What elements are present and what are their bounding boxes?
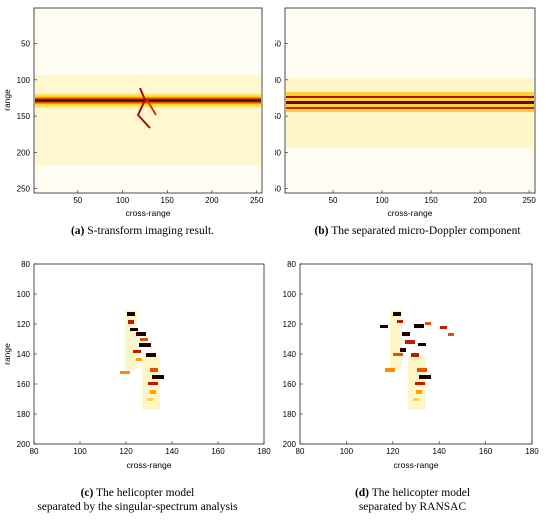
caption-tag: (a) [70, 225, 85, 237]
y-tick-label: 120 [17, 320, 31, 329]
y-tick-label: 200 [275, 148, 282, 157]
y-tick-label: 50 [21, 40, 30, 49]
x-tick-label: 140 [433, 447, 447, 456]
x-axis-label: cross-range [388, 208, 433, 218]
caption-d: (d) The helicopter model separated by RA… [275, 486, 550, 514]
x-tick-label: 180 [525, 447, 539, 456]
x-tick-label: 200 [205, 196, 219, 205]
y-tick-label: 200 [17, 440, 31, 449]
y-tick-label: 120 [283, 320, 297, 329]
x-tick-label: 250 [250, 196, 264, 205]
x-tick-label: 180 [257, 447, 271, 456]
x-tick-label: 250 [522, 196, 536, 205]
x-tick-label: 160 [479, 447, 493, 456]
chart-b: 50 100 150 200 250 50 100 150 200 250 cross-rang… [275, 7, 536, 218]
y-tick-label: 100 [17, 76, 31, 85]
x-tick-label: 120 [386, 447, 400, 456]
y-tick-label: 160 [283, 380, 297, 389]
caption-tag: (c) [80, 487, 94, 499]
y-tick-label: 150 [17, 112, 31, 121]
y-tick-label: 140 [17, 350, 31, 359]
y-tick-label: 180 [17, 410, 31, 419]
y-tick-label: 180 [283, 410, 297, 419]
x-ticks-d: 80 100 120 140 160 180 [296, 441, 539, 456]
strong-band-line [286, 96, 534, 98]
y-ticks-a: 50 100 150 200 250 [17, 40, 37, 194]
y-tick-label: 80 [21, 260, 30, 269]
y-ticks-b: 50 100 150 200 250 [275, 40, 288, 194]
x-axis-label: cross-range [126, 208, 171, 218]
x-ticks-c: 80 100 120 140 160 180 [30, 441, 271, 456]
x-axis-label: cross-range [127, 460, 172, 470]
x-tick-label: 100 [73, 447, 87, 456]
y-tick-label: 200 [17, 148, 31, 157]
chart-a: 50 100 150 200 250 50 100 150 200 250 cross-rang… [2, 7, 264, 218]
y-tick-label: 160 [17, 380, 31, 389]
y-tick-label: 100 [17, 290, 31, 299]
caption-tag: (b) [314, 225, 329, 237]
chart-c: 80 100 120 140 160 180 80 100 120 140 160 180 200 c… [2, 260, 271, 470]
caption-line-2: separated by the singular-spectrum analy… [37, 501, 238, 513]
caption-line-1: The helicopter model [96, 487, 195, 499]
y-ticks-c: 80 100 120 140 160 180 200 [17, 260, 37, 449]
y-axis-label: range [2, 89, 12, 111]
y-tick-label: 50 [275, 40, 282, 49]
x-ticks-b: 50 100 150 200 250 [329, 190, 536, 205]
caption-a: (a) S-transform imaging result. [10, 224, 275, 238]
x-tick-label: 80 [30, 447, 39, 456]
caption-text: The separated micro-Doppler component [331, 225, 521, 237]
x-tick-label: 80 [296, 447, 305, 456]
y-ticks-d: 80 100 120 140 160 180 200 [283, 260, 303, 449]
x-tick-label: 100 [116, 196, 130, 205]
y-tick-label: 80 [287, 260, 296, 269]
y-tick-label: 200 [283, 440, 297, 449]
y-tick-label: 100 [283, 290, 297, 299]
y-tick-label: 100 [275, 76, 282, 85]
chart-d: 80 100 120 140 160 180 80 100 120 140 160 180 200 c… [283, 260, 540, 470]
x-axis-label: cross-range [394, 460, 439, 470]
haze-band [35, 75, 261, 165]
body-streak [146, 99, 157, 116]
strong-band-line [286, 101, 534, 104]
x-tick-label: 150 [161, 196, 175, 205]
y-tick-label: 250 [275, 185, 282, 194]
x-tick-label: 50 [73, 196, 82, 205]
x-tick-label: 100 [375, 196, 389, 205]
x-ticks-a: 50 100 150 200 250 [73, 190, 264, 205]
caption-b: (b) The separated micro-Doppler componen… [285, 224, 550, 238]
strong-band-line [286, 107, 534, 109]
cluster-d [380, 310, 454, 410]
y-tick-label: 140 [283, 350, 297, 359]
caption-line-1: The helicopter model [371, 487, 471, 499]
x-tick-label: 50 [329, 196, 338, 205]
cluster-c [120, 310, 164, 410]
x-tick-label: 140 [165, 447, 179, 456]
x-tick-label: 150 [424, 196, 438, 205]
caption-c: (c) The helicopter model separated by th… [0, 486, 275, 514]
haze-band [286, 78, 534, 148]
y-axis-label: range [2, 343, 12, 365]
caption-text: S-transform imaging result. [87, 225, 215, 237]
body-streak [136, 87, 151, 129]
x-tick-label: 160 [211, 447, 225, 456]
x-tick-label: 200 [473, 196, 487, 205]
x-tick-label: 120 [119, 447, 133, 456]
caption-line-2: separated by RANSAC [358, 501, 467, 513]
caption-tag: (d) [354, 487, 370, 499]
y-tick-label: 250 [17, 185, 31, 194]
y-tick-label: 150 [275, 112, 282, 121]
x-tick-label: 100 [340, 447, 354, 456]
